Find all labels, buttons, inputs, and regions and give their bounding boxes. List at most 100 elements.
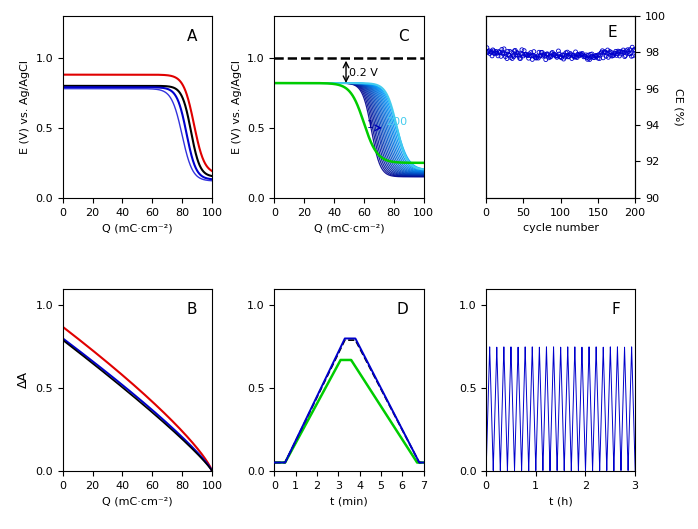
Point	[570, 53, 581, 61]
Point	[482, 48, 493, 57]
Point	[606, 48, 617, 57]
Point	[550, 52, 561, 60]
Point	[570, 48, 581, 56]
Point	[620, 51, 631, 60]
Point	[546, 49, 557, 57]
Point	[500, 52, 511, 61]
Point	[521, 51, 533, 59]
Point	[530, 54, 542, 62]
Point	[628, 46, 639, 54]
Point	[551, 53, 563, 61]
Point	[626, 52, 637, 60]
Point	[500, 50, 512, 59]
Point	[614, 48, 625, 56]
Point	[554, 52, 565, 61]
Point	[556, 51, 567, 59]
Point	[583, 51, 594, 59]
Point	[494, 48, 505, 57]
X-axis label: t (h): t (h)	[549, 496, 572, 506]
Point	[544, 53, 556, 61]
Point	[549, 50, 560, 59]
Point	[600, 52, 611, 60]
Point	[568, 52, 579, 61]
Text: A: A	[186, 29, 197, 43]
Point	[489, 49, 500, 58]
Point	[542, 50, 553, 58]
Point	[563, 52, 574, 61]
Point	[582, 55, 593, 63]
Point	[627, 43, 638, 51]
Text: D: D	[397, 302, 408, 316]
Point	[517, 45, 528, 54]
Point	[577, 49, 588, 58]
Y-axis label: CE (%): CE (%)	[674, 88, 684, 126]
Point	[585, 50, 596, 59]
Point	[602, 46, 613, 54]
Point	[575, 50, 586, 59]
Point	[485, 48, 496, 56]
Point	[538, 51, 549, 59]
Point	[604, 47, 616, 56]
Point	[541, 50, 552, 59]
Point	[491, 49, 503, 57]
Point	[615, 47, 626, 56]
Point	[581, 53, 593, 62]
Point	[571, 52, 582, 61]
Point	[599, 48, 610, 56]
Point	[622, 45, 633, 54]
Point	[619, 52, 630, 61]
Point	[501, 54, 512, 63]
Point	[499, 49, 510, 58]
Point	[607, 51, 618, 60]
Point	[540, 52, 551, 60]
Point	[584, 55, 595, 63]
Point	[592, 51, 603, 60]
Point	[487, 45, 498, 54]
Text: 1: 1	[367, 120, 374, 130]
Point	[540, 56, 551, 64]
Point	[548, 50, 559, 59]
Point	[524, 50, 535, 58]
Point	[554, 50, 565, 58]
Point	[539, 50, 550, 58]
Point	[586, 52, 597, 61]
Point	[529, 52, 540, 60]
Point	[526, 48, 537, 57]
Point	[566, 54, 577, 63]
Point	[509, 47, 520, 55]
Point	[630, 47, 641, 55]
Point	[504, 51, 515, 60]
Point	[523, 54, 534, 62]
Point	[616, 50, 627, 58]
Point	[544, 52, 555, 60]
Point	[528, 48, 540, 56]
Point	[562, 48, 573, 57]
Y-axis label: ΔA: ΔA	[17, 371, 30, 388]
Point	[574, 51, 585, 60]
Point	[594, 54, 605, 63]
Point	[572, 50, 584, 59]
Point	[512, 49, 524, 58]
Point	[587, 52, 598, 60]
Point	[618, 46, 629, 54]
Point	[519, 47, 530, 55]
Point	[534, 52, 545, 60]
Point	[482, 43, 493, 52]
Point	[596, 48, 607, 57]
Point	[495, 48, 506, 57]
Point	[521, 50, 532, 59]
Point	[503, 50, 514, 59]
Point	[516, 50, 527, 58]
Point	[530, 53, 541, 61]
Point	[553, 47, 564, 55]
Point	[517, 50, 528, 58]
Point	[595, 51, 606, 59]
Point	[511, 48, 522, 57]
Point	[573, 51, 584, 60]
Point	[564, 51, 575, 59]
Point	[625, 49, 637, 58]
Point	[512, 51, 523, 59]
Y-axis label: E (V) vs. Ag/AgCl: E (V) vs. Ag/AgCl	[20, 60, 30, 154]
Point	[565, 50, 577, 59]
Point	[510, 46, 521, 54]
